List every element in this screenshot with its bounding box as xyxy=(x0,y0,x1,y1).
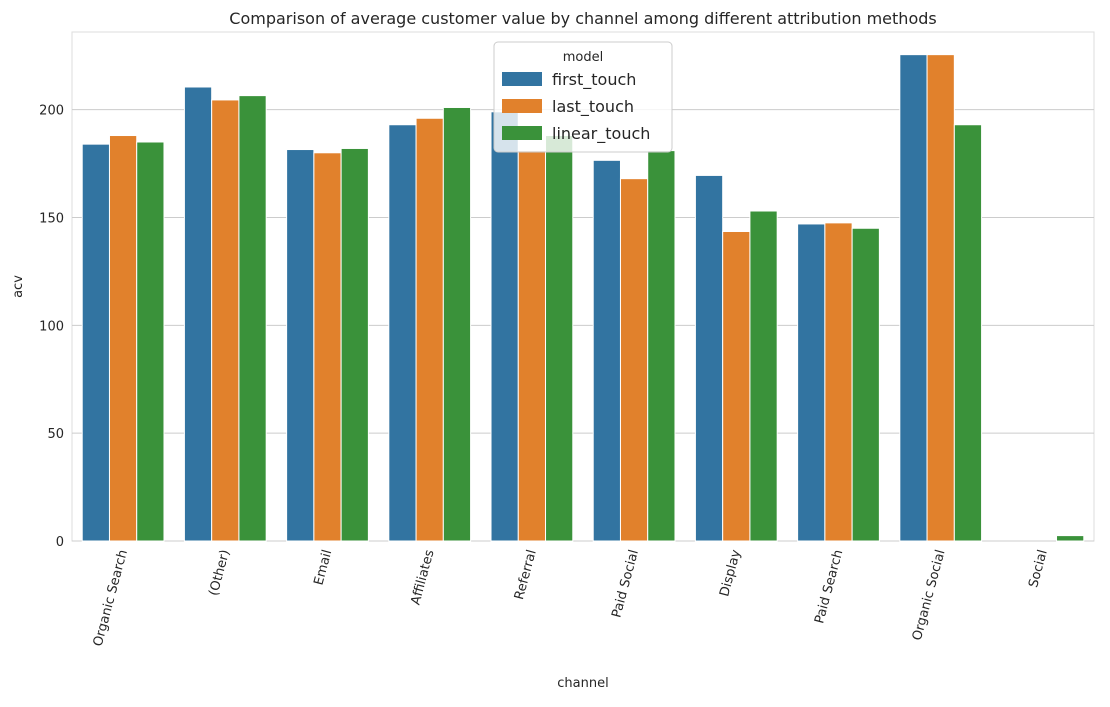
bar-last_touch xyxy=(722,231,751,542)
bar-last_touch xyxy=(619,178,649,542)
x-tick-label: Social xyxy=(1026,548,1050,589)
legend-swatch-linear_touch xyxy=(502,126,542,140)
bar-first_touch xyxy=(899,54,928,542)
bar-first_touch xyxy=(388,124,417,542)
bar-linear_touch xyxy=(953,124,983,542)
x-tick-label: Paid Search xyxy=(812,548,846,625)
legend-label-linear_touch: linear_touch xyxy=(552,124,650,144)
bar-last_touch xyxy=(517,150,547,542)
x-tick-label: Referral xyxy=(512,548,540,601)
bar-first_touch xyxy=(797,223,826,542)
y-tick-label: 150 xyxy=(39,211,64,226)
bar-linear_touch xyxy=(442,106,472,542)
x-axis-label: channel xyxy=(557,676,608,691)
x-tick-label: Organic Social xyxy=(910,548,949,642)
legend-label-last_touch: last_touch xyxy=(552,97,634,117)
bar-first_touch xyxy=(286,149,315,542)
bar-first_touch xyxy=(592,159,621,542)
bar-first_touch xyxy=(183,86,213,542)
legend: model first_touch last_touch linear_touch xyxy=(493,41,673,153)
y-tick-label: 200 xyxy=(39,104,64,119)
bar-linear_touch xyxy=(136,141,165,542)
x-tick-label: (Other) xyxy=(206,548,233,597)
bar-last_touch xyxy=(415,117,444,542)
legend-title: model xyxy=(563,50,603,65)
x-axis-ticks: Organic Search (Other) Email Affiliates Refe… xyxy=(91,548,1051,648)
y-axis-label: acv xyxy=(11,275,26,298)
x-tick-label: Display xyxy=(717,548,744,598)
bar-linear_touch xyxy=(749,210,778,542)
bar-last_touch xyxy=(313,152,342,542)
x-tick-label: Paid Social xyxy=(609,548,642,619)
legend-label-first_touch: first_touch xyxy=(552,70,636,90)
bar-linear_touch xyxy=(647,150,676,542)
chart-title: Comparison of average customer value by … xyxy=(229,9,936,28)
x-tick-label: Organic Search xyxy=(91,548,131,648)
x-tick-label: Email xyxy=(312,548,336,587)
legend-swatch-last_touch xyxy=(502,99,542,113)
y-axis-ticks: 0 50 100 150 200 xyxy=(39,104,64,550)
bar-last_touch xyxy=(824,222,853,542)
bar-first_touch xyxy=(694,174,724,542)
bar-linear_touch xyxy=(545,135,574,542)
bar-linear_touch xyxy=(851,227,880,542)
legend-box xyxy=(493,41,673,153)
legend-items: first_touch last_touch linear_touch xyxy=(502,70,650,144)
legend-swatch-first_touch xyxy=(502,72,542,86)
bar-last_touch xyxy=(926,54,955,542)
bar-linear_touch xyxy=(340,147,369,542)
bar-linear_touch xyxy=(1056,535,1085,542)
bar-first_touch xyxy=(81,143,110,542)
y-tick-label: 100 xyxy=(39,319,64,334)
bar-last_touch xyxy=(211,99,240,542)
y-tick-label: 0 xyxy=(56,535,64,550)
bars xyxy=(81,54,1085,542)
bar-last_touch xyxy=(108,135,138,542)
y-tick-label: 50 xyxy=(47,427,64,442)
bar-first_touch xyxy=(490,111,519,542)
x-tick-label: Affiliates xyxy=(408,548,437,607)
bar-linear_touch xyxy=(238,95,267,542)
